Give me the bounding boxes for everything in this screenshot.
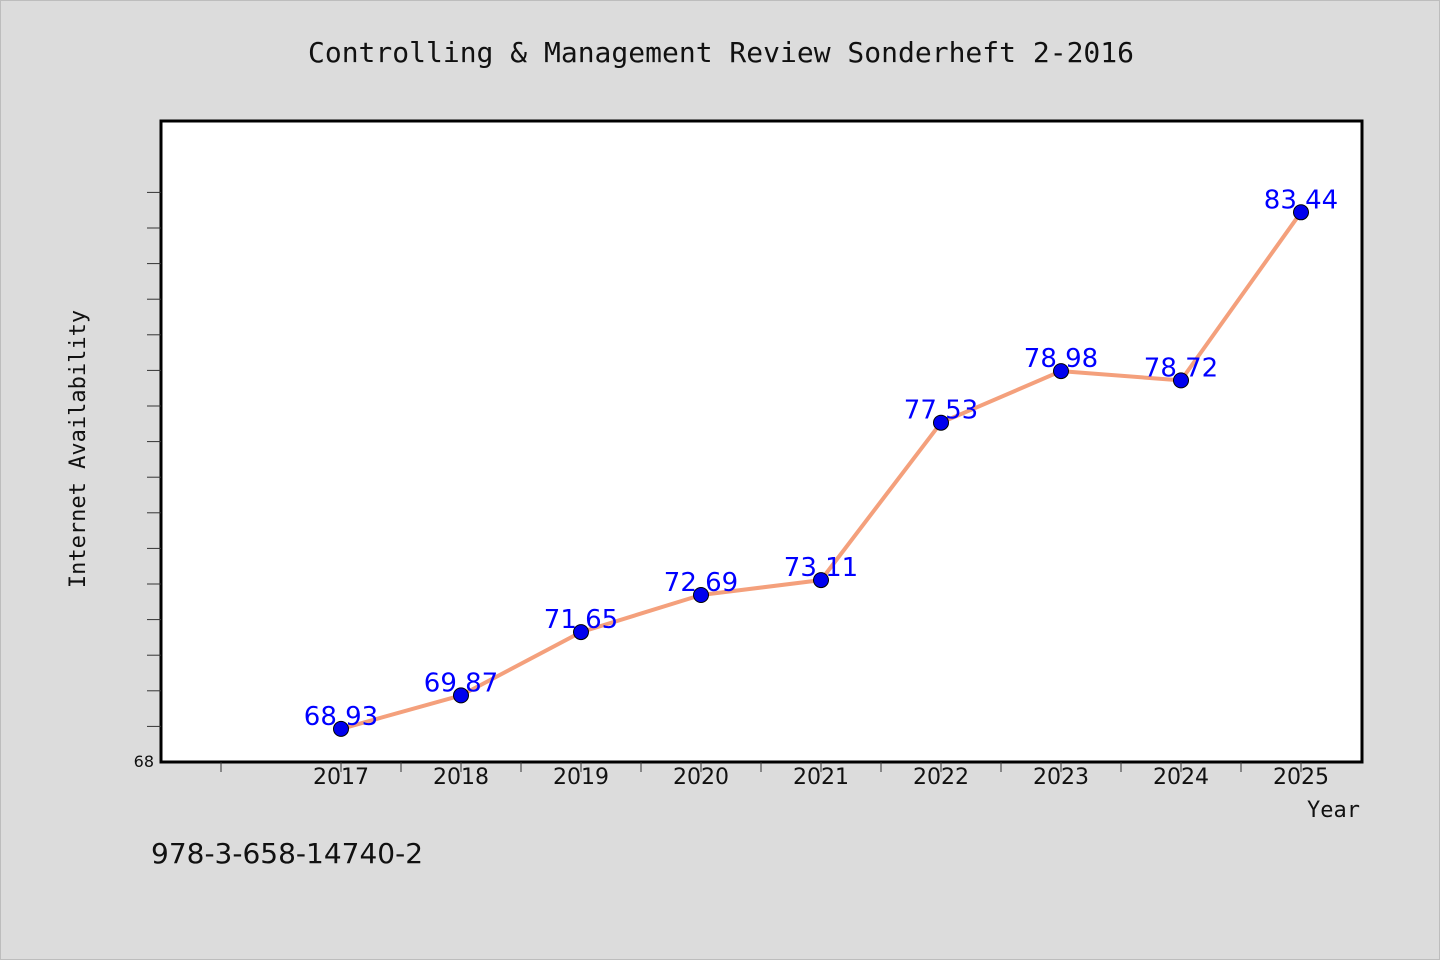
data-point — [1053, 363, 1069, 380]
y-axis-label: Internet Availability — [66, 310, 91, 588]
x-tick-label: 2023 — [1033, 765, 1089, 790]
x-axis-ticks: 2017 2018 2019 2020 2021 2022 2023 2024 2025 — [220, 762, 1329, 790]
data-point — [333, 720, 349, 737]
data-point — [933, 414, 949, 431]
chart-title: Controlling & Management Review Sonderhe… — [308, 36, 1134, 69]
data-point — [1173, 372, 1189, 389]
data-point — [573, 624, 589, 641]
data-point — [1293, 204, 1309, 221]
y-axis-ticks — [147, 191, 161, 727]
x-tick-label: 2018 — [433, 765, 489, 790]
x-axis-label: Year — [1307, 798, 1360, 823]
x-tick-label: 2019 — [553, 765, 609, 790]
data-point — [693, 587, 709, 603]
isbn-footnote: 978-3-658-14740-2 — [151, 837, 423, 870]
x-tick-label: 2024 — [1153, 765, 1209, 790]
data-point — [813, 572, 829, 589]
y-tick-label: 68 — [134, 752, 154, 771]
x-tick-label: 2021 — [793, 765, 849, 790]
x-tick-label: 2022 — [913, 765, 969, 790]
plot-area — [159, 119, 1364, 764]
x-tick-label: 2025 — [1273, 765, 1329, 790]
x-tick-label: 2020 — [673, 765, 729, 790]
x-tick-label: 2017 — [313, 765, 369, 790]
data-point — [453, 687, 469, 704]
